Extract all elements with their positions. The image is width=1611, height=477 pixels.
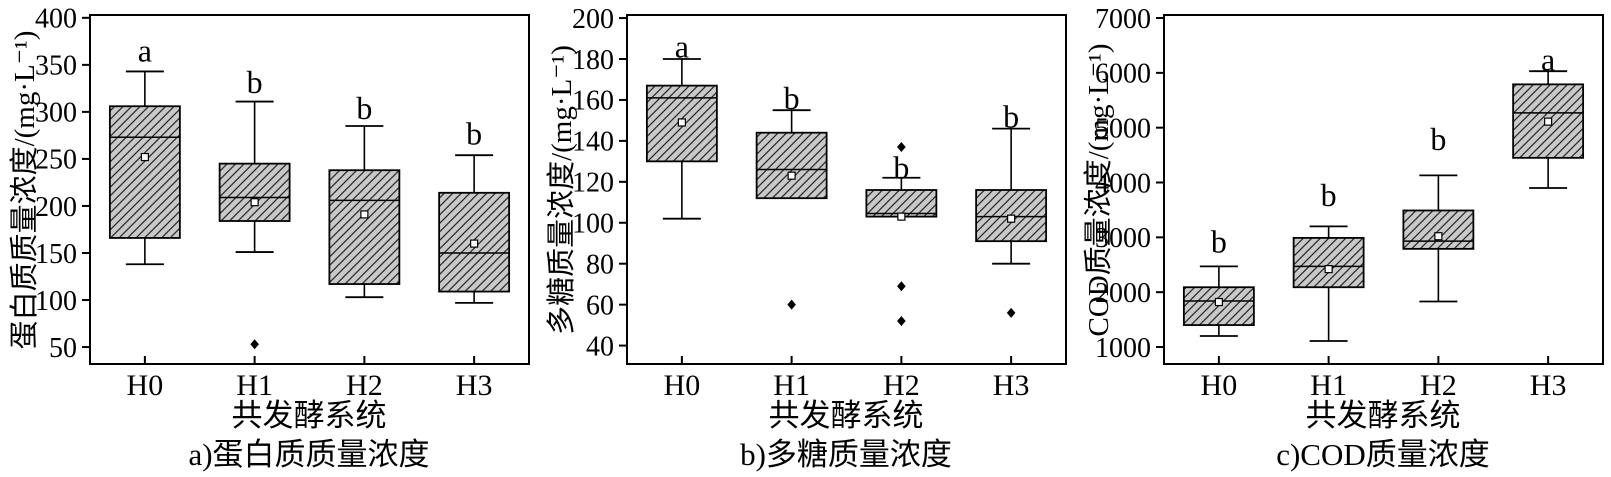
outlier-point [897, 281, 906, 292]
y-tick-label: 150 [35, 239, 77, 270]
y-tick-label: 4000 [1095, 168, 1151, 199]
panel-a: 50 100 150 200 250 300 350 400 H0 H1 H2 H3 a b b b 蛋白质质… [8, 4, 530, 472]
x-tick-label: H0 [664, 369, 701, 402]
x-tick-label: H2 [346, 369, 383, 402]
y-axis-label: COD质量浓度/(mg·L⁻¹) [1082, 43, 1115, 336]
sig-letter: b [784, 80, 800, 116]
box-rect [108, 105, 181, 239]
panel-caption: c)COD质量浓度 [1276, 437, 1490, 472]
y-tick-label: 100 [572, 209, 614, 240]
panel-b: 40 60 80 100 120 140 160 180 200 H0 H1 H2 H3 a b b b 多糖质… [545, 4, 1067, 472]
sig-letter: b [466, 116, 482, 152]
x-tick-label: H1 [236, 369, 273, 402]
plot-frame [89, 14, 530, 365]
mean-marker [360, 210, 369, 219]
y-axis-label: 蛋白质质量浓度/(mg·L⁻¹) [8, 31, 41, 350]
y-tick-label: 250 [35, 145, 77, 176]
x-tick-label: H1 [1310, 369, 1347, 402]
box-rect [755, 131, 828, 200]
sig-letter: a [675, 29, 689, 65]
mean-marker [250, 198, 259, 207]
y-tick-label: 3000 [1095, 223, 1151, 254]
sig-letter: b [1430, 121, 1446, 157]
sig-letter: b [247, 64, 263, 100]
mean-marker [1324, 265, 1333, 274]
mean-marker [1214, 297, 1223, 307]
y-tick-label: 140 [572, 127, 614, 158]
y-tick-label: 7000 [1095, 4, 1151, 35]
outlier-point [1006, 307, 1016, 318]
y-tick-label: 200 [35, 192, 77, 223]
mean-marker [470, 239, 479, 248]
sig-letter: a [1541, 42, 1555, 78]
x-tick-label: H3 [456, 369, 493, 402]
plot-area: 1000 2000 3000 4000 5000 6000 7000 H0 H1 H2 H3 b b b a [1095, 4, 1604, 402]
mean-marker [1434, 232, 1443, 241]
y-tick-label: 50 [49, 333, 77, 364]
box-rect [1292, 236, 1365, 289]
x-tick-label: H2 [1420, 369, 1457, 402]
box-rect [1182, 286, 1255, 326]
outlier-point [787, 299, 796, 310]
plot-frame [1163, 14, 1604, 365]
outlier-point [250, 339, 259, 350]
y-tick-label: 1000 [1095, 333, 1151, 364]
plot-area: 50 100 150 200 250 300 350 400 H0 H1 H2 H3 a b b b [35, 4, 530, 402]
y-tick-label: 200 [572, 4, 614, 35]
box-rect [218, 162, 291, 222]
x-axis-label: 共发酵系统 [1306, 398, 1461, 433]
outlier-point [897, 316, 906, 327]
mean-marker [1544, 117, 1553, 126]
y-tick-label: 160 [572, 86, 614, 117]
sig-letter: b [1321, 177, 1337, 213]
y-tick-label: 100 [35, 286, 77, 317]
y-axis-label: 多糖质量浓度/(mg·L⁻¹) [545, 45, 578, 335]
mean-marker [897, 212, 906, 221]
y-tick-label: 350 [35, 51, 77, 82]
y-tick-label: 300 [35, 98, 77, 129]
x-tick-label: H2 [883, 369, 920, 402]
sig-letter: a [138, 33, 152, 69]
panel-c: 1000 2000 3000 4000 5000 6000 7000 H0 H1 H2 H3 b b b a… [1082, 4, 1604, 472]
mean-marker [140, 152, 149, 162]
y-tick-label: 40 [586, 331, 614, 362]
plot-area: 40 60 80 100 120 140 160 180 200 H0 H1 H2 H3 a b b b [572, 4, 1067, 402]
box-rect [328, 169, 401, 285]
x-axis-label: 共发酵系统 [769, 398, 924, 433]
mean-marker [787, 171, 796, 180]
y-tick-label: 400 [35, 4, 77, 35]
box-rect [865, 189, 938, 218]
x-tick-label: H1 [773, 369, 810, 402]
y-tick-label: 120 [572, 168, 614, 199]
y-tick-label: 60 [586, 290, 614, 321]
y-tick-label: 180 [572, 45, 614, 76]
x-axis-label: 共发酵系统 [232, 398, 387, 433]
sig-letter: b [1003, 98, 1019, 134]
x-tick-label: H0 [1201, 369, 1238, 402]
y-tick-label: 6000 [1095, 59, 1151, 90]
panel-caption: b)多糖质量浓度 [740, 437, 952, 472]
box-rect [1402, 209, 1475, 250]
y-tick-label: 2000 [1095, 278, 1151, 309]
y-tick-label: 5000 [1095, 113, 1151, 144]
plot-frame [626, 14, 1067, 365]
sig-letter: b [1211, 224, 1227, 260]
y-tick-label: 80 [586, 250, 614, 281]
mean-marker [677, 118, 686, 127]
sig-letter: b [356, 90, 372, 126]
mean-marker [1007, 214, 1016, 223]
x-tick-label: H3 [1530, 369, 1567, 402]
sig-letter: b [893, 149, 909, 185]
x-tick-label: H0 [127, 369, 164, 402]
panel-caption: a)蛋白质质量浓度 [188, 437, 429, 472]
x-tick-label: H3 [993, 369, 1030, 402]
